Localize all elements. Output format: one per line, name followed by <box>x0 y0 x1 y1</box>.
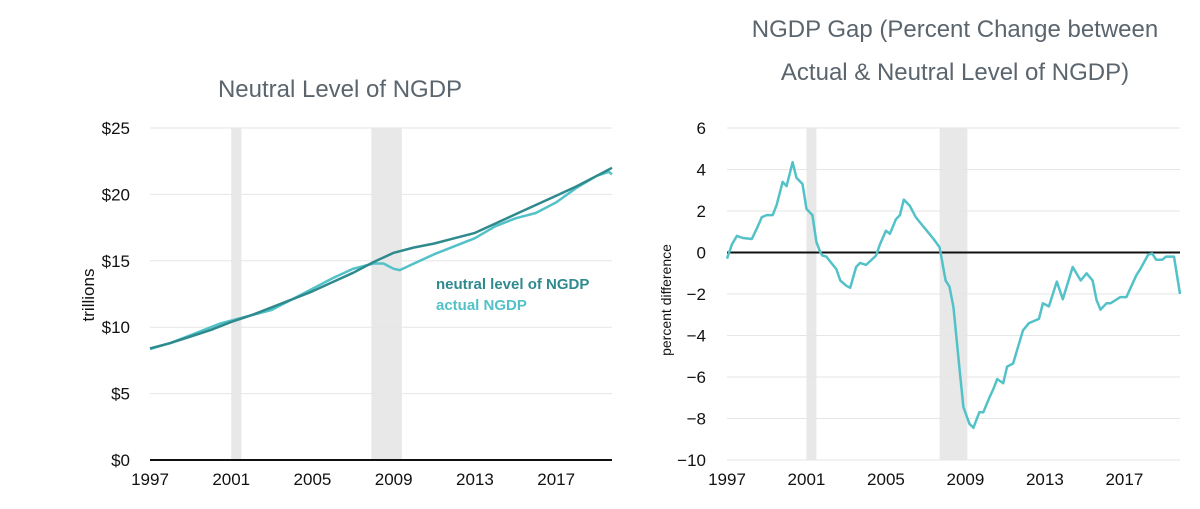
chart-title: Neutral Level of NGDP <box>218 76 462 103</box>
y-tick-label: $15 <box>102 252 130 271</box>
x-tick-label: 1997 <box>708 470 746 489</box>
x-tick-label: 2009 <box>375 470 413 489</box>
y-tick-label: $25 <box>102 119 130 138</box>
x-tick-label: 1997 <box>131 470 169 489</box>
y-tick-label: $0 <box>111 451 130 470</box>
x-tick-label: 2001 <box>212 470 250 489</box>
y-tick-label: $5 <box>111 385 130 404</box>
y-axis-label: trillions <box>79 269 98 322</box>
x-tick-label: 2013 <box>456 470 494 489</box>
series-line-ngdp-gap <box>725 160 1182 430</box>
y-tick-label: 0 <box>697 244 706 263</box>
legend-actual: actual NGDP <box>436 297 527 314</box>
y-tick-label: −4 <box>687 327 706 346</box>
y-tick-label: −10 <box>677 451 706 470</box>
x-tick-label: 2017 <box>537 470 575 489</box>
recession-band <box>231 128 242 460</box>
y-tick-label: 6 <box>697 119 706 138</box>
x-tick-label: 2013 <box>1026 470 1064 489</box>
x-tick-label: 2017 <box>1105 470 1143 489</box>
y-tick-label: 2 <box>697 202 706 221</box>
chart-title-line-2: Actual & Neutral Level of NGDP) <box>781 59 1129 86</box>
series-line-neutral-level-of-ngdp <box>149 166 613 350</box>
x-tick-label: 2009 <box>947 470 985 489</box>
y-tick-label: $10 <box>102 318 130 337</box>
x-tick-label: 2001 <box>788 470 826 489</box>
ngdp-gap-chart: NGDP Gap (Percent Change between Actual … <box>658 16 1182 489</box>
chart-title-line-1: NGDP Gap (Percent Change between <box>752 16 1158 43</box>
legend-neutral: neutral level of NGDP <box>436 276 589 293</box>
y-tick-label: $20 <box>102 185 130 204</box>
y-axis-label: percent difference <box>658 244 674 356</box>
y-tick-label: −8 <box>687 410 706 429</box>
y-tick-label: −6 <box>687 368 706 387</box>
x-tick-label: 2005 <box>867 470 905 489</box>
neutral-level-chart: Neutral Level of NGDP trillions neutral … <box>79 76 613 489</box>
x-tick-label: 2005 <box>294 470 332 489</box>
y-tick-label: 4 <box>697 161 706 180</box>
y-tick-label: −2 <box>687 285 706 304</box>
series-line-actual-ngdp <box>149 170 613 351</box>
plot-area <box>727 127 1180 461</box>
plot-area <box>150 127 612 461</box>
recession-band <box>371 128 402 460</box>
